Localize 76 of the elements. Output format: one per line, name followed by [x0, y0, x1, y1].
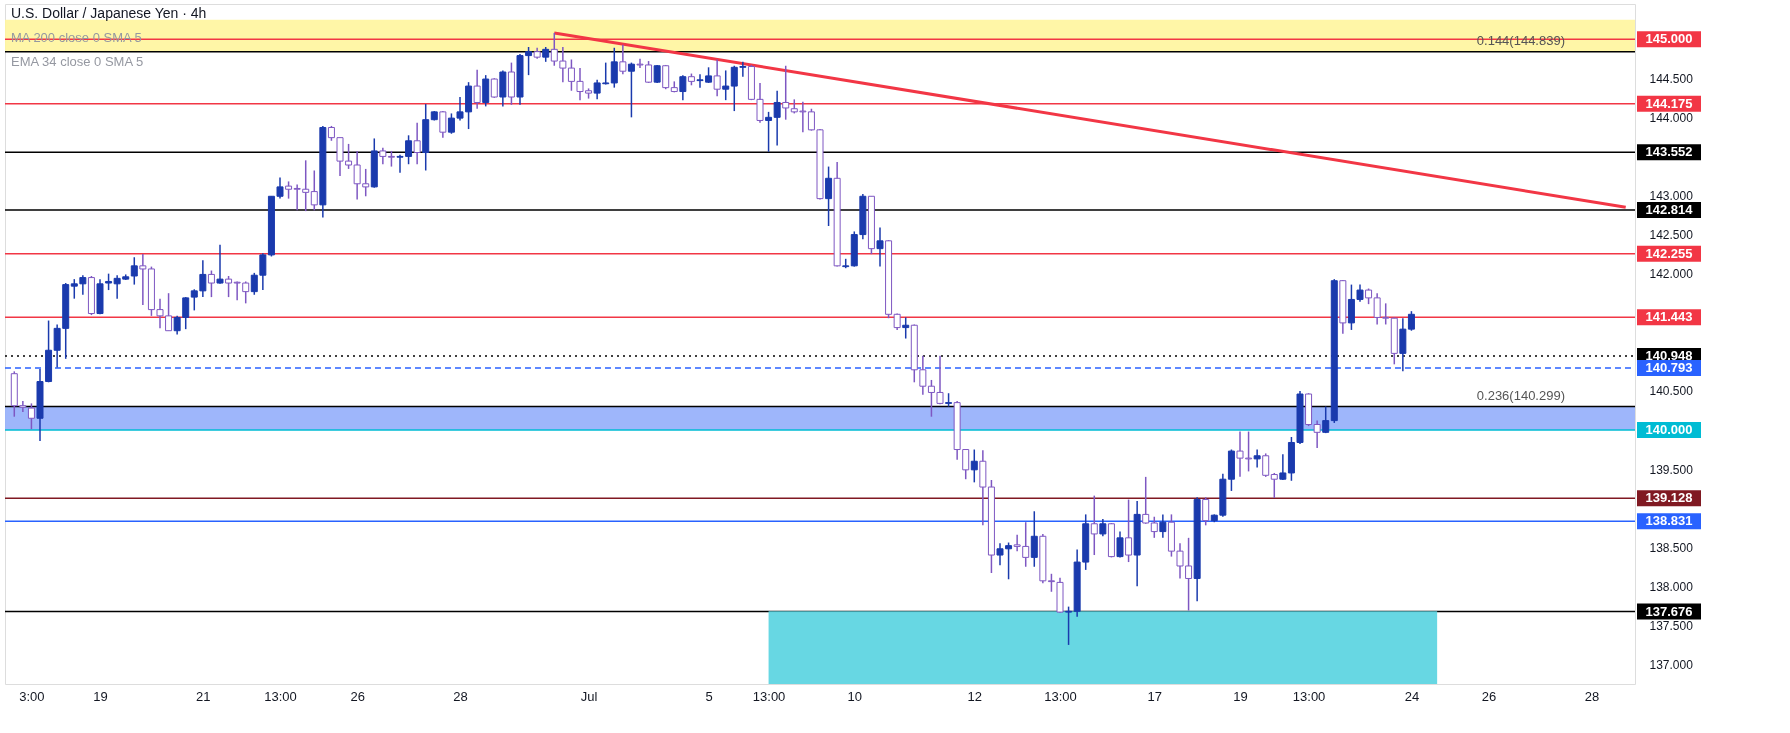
candlestick	[610, 47, 618, 89]
candlestick	[970, 448, 978, 484]
candlestick	[679, 74, 687, 101]
y-tick-label: 142.500	[1649, 228, 1694, 243]
annotation: EMA 34 close 0 SMA 5	[11, 54, 144, 69]
ref-line-label: 142.255	[1645, 245, 1693, 261]
candlestick	[473, 68, 481, 110]
x-tick-label: 26	[350, 688, 365, 704]
y-tick-label: 137.500	[1649, 618, 1694, 633]
candlestick	[627, 61, 635, 119]
candlestick	[310, 169, 318, 212]
candlestick	[1322, 405, 1330, 434]
ref-line-label: 140.793	[1645, 360, 1693, 375]
candlestick	[1116, 530, 1124, 559]
x-tick-label: Jul	[580, 688, 598, 704]
x-tick-label: 13:00	[264, 688, 297, 704]
candlestick	[439, 110, 447, 139]
x-tick-label: 28	[453, 688, 468, 704]
candlestick	[619, 43, 627, 76]
x-tick-label: 13:00	[752, 688, 786, 704]
x-tick-label: 19	[93, 688, 108, 704]
ref-line-label: 139.128	[1645, 490, 1693, 506]
candlestick	[1159, 513, 1167, 539]
candlestick	[1150, 515, 1158, 539]
candlestick	[1142, 476, 1150, 525]
candlestick	[662, 64, 670, 90]
x-tick-label: 5	[705, 688, 713, 704]
y-tick-label: 140.500	[1649, 384, 1694, 399]
candlestick	[130, 256, 138, 286]
y-tick-label: 144.000	[1649, 110, 1694, 125]
y-tick-label: 138.500	[1649, 540, 1694, 555]
candlestick	[713, 58, 721, 97]
candlestick	[876, 226, 884, 268]
candlestick	[1270, 472, 1278, 499]
x-tick-label: 26	[1481, 688, 1497, 704]
ref-line-label: 143.552	[1645, 144, 1693, 160]
annotation: 0.236(140.299)	[1476, 387, 1565, 403]
candlestick	[207, 269, 215, 298]
x-tick-label: 21	[196, 688, 211, 704]
x-tick-label: 13:00	[1292, 688, 1326, 704]
ref-line-label: 145.000	[1645, 31, 1693, 47]
candlestick	[1125, 498, 1133, 563]
candlestick	[490, 77, 498, 99]
y-tick-label: 142.000	[1649, 267, 1694, 282]
ref-line-label: 141.443	[1645, 309, 1693, 325]
candlestick	[722, 69, 730, 101]
candlestick	[825, 165, 833, 227]
y-tick-label: 138.000	[1649, 579, 1694, 594]
x-tick-label: 24	[1404, 688, 1420, 704]
x-tick-label: 12	[967, 688, 983, 704]
y-tick-label: 137.000	[1649, 657, 1694, 672]
candlestick	[482, 74, 490, 108]
x-tick-label: 19	[1233, 688, 1248, 704]
ref-line-label: 138.831	[1645, 513, 1693, 529]
x-tick-label: 28	[1584, 688, 1600, 704]
y-tick-label: 144.500	[1649, 71, 1694, 86]
ref-line-label: 140.000	[1645, 421, 1693, 437]
candlestick	[1030, 510, 1038, 568]
candlestick	[1202, 496, 1210, 527]
x-tick-label: 3:00	[19, 688, 45, 704]
ref-line-label: 137.676	[1645, 603, 1693, 619]
ref-line-label: 140.948	[1645, 347, 1693, 363]
candlestick	[902, 316, 910, 340]
candlestick	[413, 122, 421, 165]
ref-line-label: 144.175	[1645, 95, 1693, 111]
x-tick-label: 17	[1147, 688, 1163, 704]
x-tick-label: 10	[847, 688, 863, 704]
candlestick	[782, 65, 790, 121]
y-tick-label: 139.500	[1649, 462, 1694, 477]
candlestick	[1090, 494, 1098, 556]
ref-line-label: 142.814	[1645, 202, 1694, 218]
chart-title: U.S. Dollar / Japanese Yen · 4h	[11, 5, 207, 21]
y-tick-label: 143.000	[1649, 188, 1694, 203]
candlestick	[216, 243, 224, 285]
candlestick	[1262, 452, 1270, 478]
x-tick-label: 13:00	[1044, 688, 1077, 704]
